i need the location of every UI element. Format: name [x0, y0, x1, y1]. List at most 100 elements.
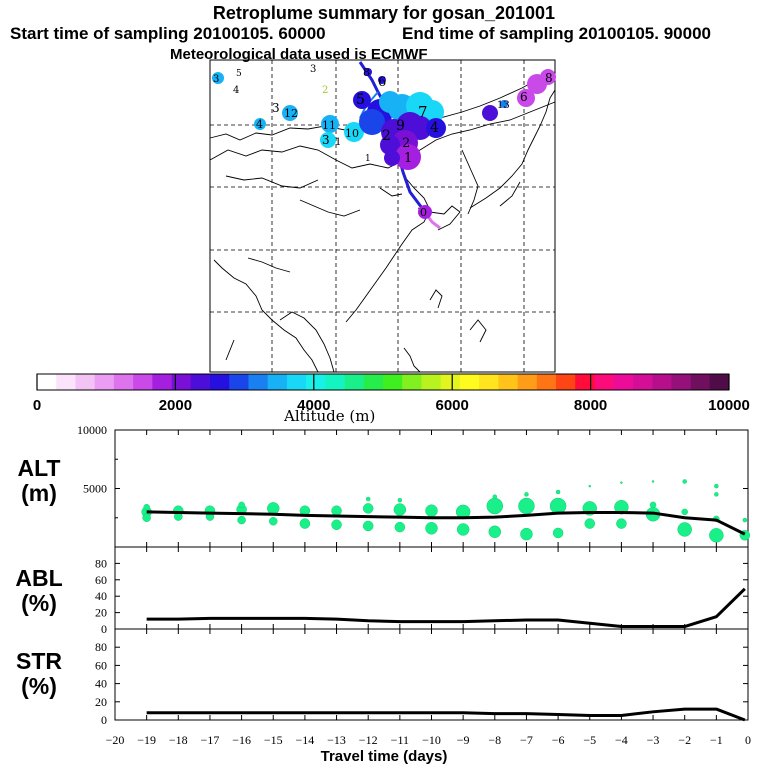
colorbar-swatch	[632, 374, 653, 390]
x-tick-label: −19	[137, 733, 156, 747]
map-label: 10	[345, 127, 359, 140]
colorbar-swatch	[306, 374, 326, 390]
y-tick-label: 0	[101, 622, 107, 636]
map-label: 2	[322, 85, 328, 96]
colorbar-swatch	[325, 374, 345, 390]
colorbar-label: Altitude (m)	[284, 407, 376, 425]
colorbar-swatch	[709, 374, 730, 390]
y-tick-label: 5000	[83, 482, 107, 496]
map-label: 8	[363, 66, 370, 79]
alt-marker	[682, 479, 687, 484]
x-tick-label: −11	[391, 733, 409, 747]
colorbar-swatch	[56, 374, 76, 390]
alt-marker	[518, 497, 535, 515]
colorbar-swatch	[498, 374, 518, 390]
alt-marker	[299, 518, 311, 529]
y-tick-label: 60	[95, 658, 107, 672]
y-tick-label: 80	[95, 640, 107, 654]
x-axis-label: Travel time (days)	[320, 748, 448, 765]
colorbar-tick-label: 4000	[297, 397, 330, 414]
map-label: 11	[322, 119, 336, 132]
panel-abl: 0 20 40 60 80	[95, 546, 749, 636]
x-tick-label: −7	[520, 733, 533, 747]
colorbar-swatch	[517, 374, 538, 390]
altitude-colorbar	[36, 373, 730, 391]
map-label: 2	[382, 128, 391, 144]
alt-marker	[143, 503, 150, 511]
y-tick-label: 60	[95, 573, 107, 587]
alt-marker	[649, 501, 657, 509]
plume-circles	[212, 68, 556, 219]
series-line	[146, 587, 746, 629]
colorbar-swatch	[133, 374, 153, 390]
colorbar-tick-labels: 0 2000 4000 6000 8000 10000	[33, 397, 750, 414]
colorbar-swatch	[575, 374, 595, 390]
x-tick-label: 0	[745, 733, 751, 747]
colorbar-swatch	[248, 374, 268, 390]
colorbar-tick-label: 6000	[436, 397, 469, 414]
colorbar-swatch	[229, 374, 249, 390]
start-time: Start time of sampling 20100105. 60000	[10, 24, 326, 43]
end-time: End time of sampling 20100105. 90000	[402, 24, 711, 43]
colorbar-swatch	[383, 374, 403, 390]
alt-marker	[237, 515, 246, 525]
alt-marker	[520, 527, 533, 541]
alt-marker	[492, 494, 498, 499]
x-tick-label: −2	[678, 733, 691, 747]
colorbar-swatch	[556, 374, 576, 390]
map-label: 5	[356, 92, 365, 108]
map-label: 4	[430, 120, 439, 136]
alt-marker	[614, 499, 629, 515]
panel-alt: 10000 5000	[77, 423, 751, 548]
colorbar-swatch	[286, 374, 307, 390]
map-label: 13	[497, 100, 510, 111]
alt-marker	[677, 522, 692, 537]
alt-marker	[142, 513, 151, 522]
colorbar-swatch	[190, 374, 211, 390]
x-tick-label: −6	[552, 733, 565, 747]
y-tick-label: 20	[95, 695, 107, 709]
colorbar-swatch	[690, 374, 711, 390]
x-tick-label: −3	[647, 733, 660, 747]
alt-marker	[486, 497, 504, 515]
str-panel-label: STR (%)	[4, 649, 74, 699]
colorbar-tick-label: 0	[33, 397, 41, 414]
map-label: 4	[233, 85, 239, 96]
colorbar-tick-label: 8000	[574, 397, 607, 414]
colorbar-tick-label: 10000	[708, 397, 750, 414]
map-labels: 0 1 1 2 2 3 3 3 3 4 4 4 5 5 6 6 7 8 8 9 …	[213, 64, 553, 219]
panel-str: 0 20 40 60 80	[95, 628, 749, 727]
map-label: 1	[335, 137, 341, 148]
colorbar-swatch	[594, 374, 614, 390]
colorbar-tick-label: 2000	[159, 397, 192, 414]
map-label: 8	[545, 71, 553, 85]
alt-marker	[331, 519, 342, 531]
x-tick-label: −5	[583, 733, 596, 747]
alt-marker	[269, 517, 278, 526]
alt-marker	[681, 508, 688, 516]
alt-panel-label-text: ALT (m)	[17, 455, 61, 506]
alt-marker	[425, 522, 438, 535]
map-panel: 0 1 1 2 2 3 3 3 3 4 4 4 5 5 6 6 7 8 8 9 …	[209, 59, 556, 373]
map-label: 12	[284, 107, 298, 120]
colorbar-swatch	[440, 374, 461, 390]
y-tick-label: 0	[101, 713, 107, 727]
y-tick-label: 10000	[77, 423, 107, 437]
map-label: 1	[404, 151, 412, 166]
x-tick-label: −14	[296, 733, 315, 747]
alt-marker	[651, 480, 655, 483]
alt-marker	[709, 528, 724, 543]
alt-marker	[331, 505, 342, 516]
alt-marker	[616, 518, 627, 529]
colorbar-swatch	[344, 374, 365, 390]
map-label: 9	[396, 118, 405, 134]
alt-marker	[584, 518, 595, 529]
map-label: 6	[378, 75, 386, 90]
x-tick-label: −1	[710, 733, 723, 747]
figure-title: Retroplume summary for gosan_201001	[212, 3, 556, 23]
map-label: 5	[236, 69, 242, 79]
met-data-note: Meteorological data used is ECMWF	[170, 46, 428, 63]
alt-marker	[488, 525, 502, 539]
map-label: 3	[310, 64, 316, 75]
